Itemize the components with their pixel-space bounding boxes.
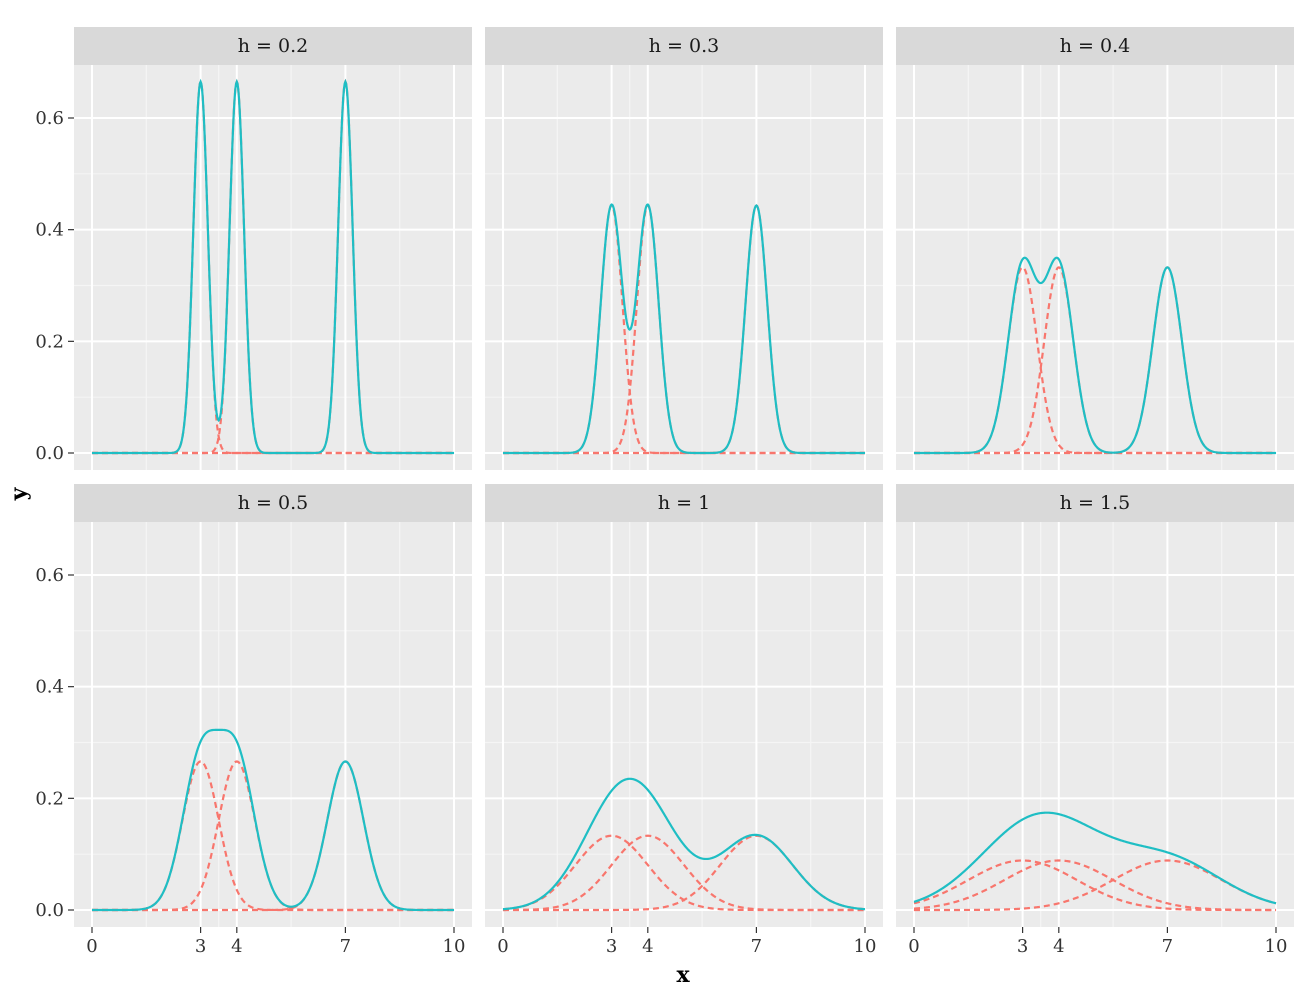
density-curve bbox=[913, 811, 1277, 905]
density-curve bbox=[503, 203, 865, 455]
x-tick-label: 10 bbox=[1265, 936, 1288, 957]
facet-strip-label: h = 1.5 bbox=[1060, 492, 1130, 514]
facet-panel: h = 1.5 bbox=[896, 484, 1294, 927]
panel-background bbox=[74, 65, 472, 470]
panel-background bbox=[896, 522, 1294, 927]
y-tick-label: 0.2 bbox=[35, 331, 64, 352]
x-tick-label: 0 bbox=[908, 936, 919, 957]
x-tick-label: 3 bbox=[606, 936, 617, 957]
panel-background bbox=[896, 65, 1294, 470]
x-axis-title: x bbox=[676, 962, 690, 988]
facet-strip bbox=[485, 484, 883, 522]
x-tick-label: 3 bbox=[195, 936, 206, 957]
density-curve bbox=[92, 78, 454, 455]
facet-strip-label: h = 0.4 bbox=[1060, 35, 1130, 57]
x-tick-label: 4 bbox=[231, 936, 242, 957]
kernel-curve bbox=[502, 834, 865, 912]
panel-background bbox=[74, 522, 472, 927]
x-axis: 0 3 4 7 10 0 3 4 7 10 0 3 4 7 10 bbox=[86, 927, 1287, 957]
facet-strip-label: h = 0.2 bbox=[238, 35, 308, 57]
y-tick-label: 0.6 bbox=[35, 565, 64, 586]
facet-strip bbox=[896, 484, 1294, 522]
facet-panel: h = 0.4 bbox=[896, 27, 1294, 470]
panel-background bbox=[485, 522, 883, 927]
facet-strip-label: h = 0.5 bbox=[238, 492, 308, 514]
facet-panels: h = 0.2 h = 0.3 h = 0.4 h = 0.5 h = 1 h = 1.5 bbox=[74, 27, 1294, 927]
x-tick-label: 0 bbox=[86, 936, 97, 957]
y-tick-label: 0.4 bbox=[35, 677, 64, 698]
facet-panel: h = 1 bbox=[485, 484, 883, 927]
x-tick-label: 4 bbox=[1053, 936, 1064, 957]
y-tick-label: 0.2 bbox=[35, 788, 64, 809]
facet-strip bbox=[74, 484, 472, 522]
x-tick-label: 7 bbox=[340, 936, 351, 957]
x-tick-label: 10 bbox=[854, 936, 877, 957]
y-tick-label: 0.6 bbox=[35, 108, 64, 129]
density-curve bbox=[502, 777, 866, 911]
x-tick-label: 0 bbox=[497, 936, 508, 957]
facet-strip-label: h = 1 bbox=[658, 492, 710, 514]
panel-background bbox=[485, 65, 883, 470]
y-tick-label: 0.4 bbox=[35, 220, 64, 241]
density-curve bbox=[92, 728, 454, 912]
facet-strip bbox=[485, 27, 883, 65]
y-axes: 0.0 0.2 0.4 0.6 0.0 0.2 0.4 0.6 bbox=[35, 108, 74, 921]
kernel-curve bbox=[503, 834, 866, 912]
y-tick-label: 0.0 bbox=[35, 900, 64, 921]
x-tick-label: 10 bbox=[443, 936, 466, 957]
kernel-curve bbox=[913, 859, 1276, 912]
y-axis-title: y bbox=[6, 486, 32, 501]
facet-strip bbox=[74, 27, 472, 65]
facet-panel: h = 0.5 bbox=[74, 484, 472, 927]
x-tick-label: 4 bbox=[642, 936, 653, 957]
facet-strip bbox=[896, 27, 1294, 65]
density-curve bbox=[914, 256, 1276, 455]
x-tick-label: 3 bbox=[1017, 936, 1028, 957]
y-tick-label: 0.0 bbox=[35, 443, 64, 464]
facet-panel: h = 0.2 bbox=[74, 27, 472, 470]
x-tick-label: 7 bbox=[1162, 936, 1173, 957]
x-tick-label: 7 bbox=[751, 936, 762, 957]
facet-strip-label: h = 0.3 bbox=[649, 35, 719, 57]
facet-panel: h = 0.3 bbox=[485, 27, 883, 470]
